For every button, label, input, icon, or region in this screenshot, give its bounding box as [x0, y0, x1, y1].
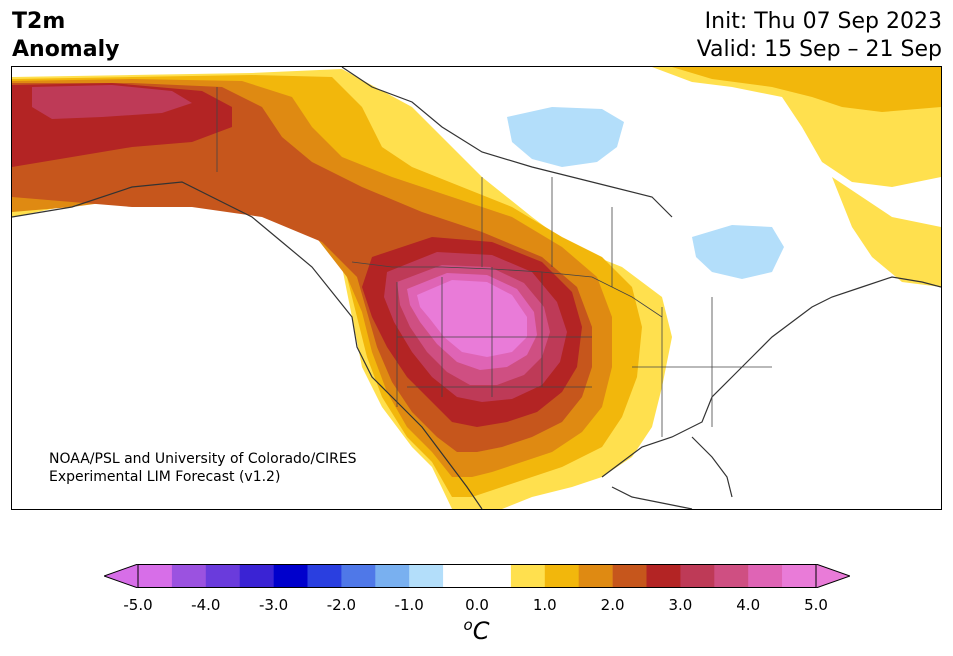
anomaly-zone-labrador — [832, 177, 941, 287]
colorbar-box — [477, 564, 512, 588]
colorbar-ticks: -5.0 -4.0 -3.0 -2.0 -1.0 0.0 1.0 2.0 3.0 4.0 5.0 — [0, 596, 953, 616]
anomaly-zone-greenland-inner — [672, 67, 941, 112]
map-title: T2m Anomaly — [12, 8, 119, 64]
colorbar-box — [138, 564, 173, 588]
title-line-anomaly: Anomaly — [12, 37, 120, 62]
colorbar-box — [443, 564, 478, 588]
colorbar-unit: oC — [0, 616, 953, 645]
colorbar-box — [205, 564, 240, 588]
colorbar-box — [510, 564, 546, 588]
colorbar-box — [748, 564, 783, 588]
colorbar-box — [409, 564, 444, 588]
cool-zone-nunavut — [507, 107, 624, 167]
forecast-dates: Init: Thu 07 Sep 2023 Valid: 15 Sep – 21… — [697, 8, 942, 64]
colorbar-box — [171, 564, 207, 588]
colorbar — [104, 564, 850, 588]
coastlines — [12, 67, 941, 509]
cool-zone-quebec — [692, 225, 784, 279]
colorbar-over-extension — [815, 564, 850, 588]
colorbar-box — [714, 564, 749, 588]
colorbar-tick-label: -2.0 — [326, 596, 357, 614]
colorbar-box — [307, 564, 342, 588]
colorbar-tick-label: -4.0 — [191, 596, 221, 614]
colorbar-box — [341, 564, 376, 588]
colorbar-tick-label: 0.0 — [465, 596, 489, 614]
colorbar-boxes — [138, 564, 817, 588]
attribution-text: NOAA/PSL and University of Colorado/CIRE… — [49, 450, 357, 486]
colorbar-tick-label: 2.0 — [600, 596, 625, 614]
colorbar-under-extension — [104, 564, 139, 588]
colorbar-box — [273, 564, 308, 588]
colorbar-box — [680, 564, 715, 588]
valid-dates: Valid: 15 Sep – 21 Sep — [696, 37, 942, 62]
unit-label: C — [472, 617, 490, 645]
unit-degree: o — [463, 616, 473, 634]
colorbar-tick-label: 4.0 — [736, 596, 761, 614]
init-date: Init: Thu 07 Sep 2023 — [704, 9, 942, 34]
attribution-line2: Experimental LIM Forecast (v1.2) — [49, 469, 281, 485]
anomaly-zone-5c — [417, 280, 527, 357]
political-borders — [216, 87, 772, 437]
colorbar-outline — [137, 564, 817, 588]
colorbar-box — [239, 564, 274, 588]
colorbar-tick-label: -3.0 — [258, 596, 289, 614]
anomaly-map — [11, 66, 942, 510]
colorbar-box — [646, 564, 681, 588]
colorbar-box — [578, 564, 613, 588]
colorbar-tick-label: -5.0 — [123, 596, 153, 614]
colorbar-tick-label: 3.0 — [668, 596, 693, 614]
colorbar-tick-label: 5.0 — [804, 596, 828, 614]
map-svg — [12, 67, 941, 509]
title-line-variable: T2m — [12, 9, 66, 34]
colorbar-box — [544, 564, 579, 588]
colorbar-tick-label: 1.0 — [532, 596, 557, 614]
colorbar-tick-label: -1.0 — [394, 596, 424, 614]
colorbar-box — [782, 564, 817, 588]
colorbar-box — [612, 564, 647, 588]
attribution-line1: NOAA/PSL and University of Colorado/CIRE… — [49, 451, 357, 467]
colorbar-box — [375, 564, 410, 588]
